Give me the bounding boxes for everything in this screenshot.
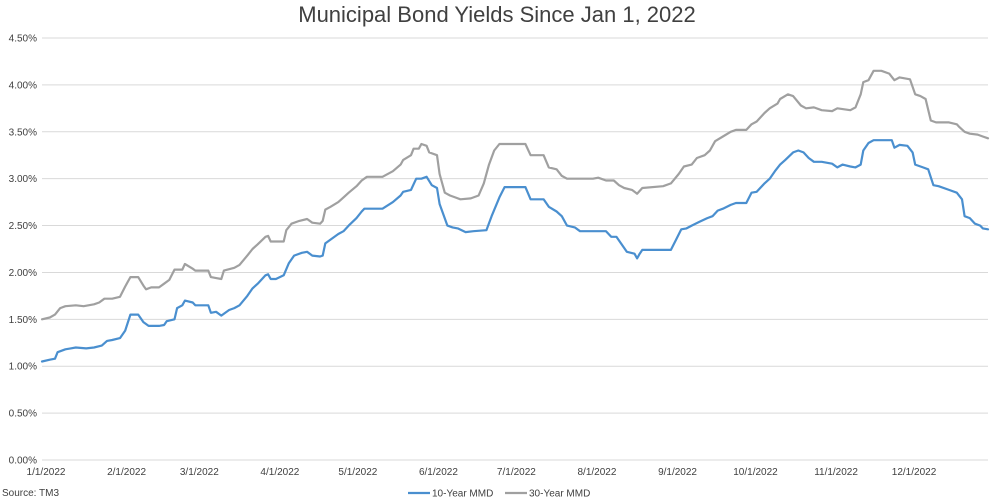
x-tick-label: 5/1/2022 bbox=[338, 467, 377, 478]
chart-title: Municipal Bond Yields Since Jan 1, 2022 bbox=[298, 2, 695, 27]
legend-label: 10-Year MMD bbox=[432, 489, 493, 500]
series-line-30-year-mmd bbox=[40, 69, 990, 321]
y-tick-label: 2.50% bbox=[9, 221, 37, 232]
y-tick-label: 1.50% bbox=[9, 315, 37, 326]
y-tick-label: 4.00% bbox=[9, 80, 37, 91]
y-axis-ticks: 0.00% 0.50% 1.00% 1.50% 2.00% 2.50% 3.00% 3.50%… bbox=[9, 34, 37, 467]
series-line-10-year-mmd bbox=[40, 139, 990, 363]
x-tick-label: 1/1/2022 bbox=[27, 467, 66, 478]
legend: 10-Year MMD 30-Year MMD bbox=[408, 489, 590, 500]
x-tick-label: 4/1/2022 bbox=[260, 467, 299, 478]
y-tick-label: 0.00% bbox=[9, 456, 37, 467]
legend-label: 30-Year MMD bbox=[529, 489, 590, 500]
source-note: Source: TM3 bbox=[2, 488, 59, 499]
x-tick-label: 11/1/2022 bbox=[814, 467, 858, 478]
x-tick-label: 10/1/2022 bbox=[733, 467, 778, 478]
x-tick-label: 7/1/2022 bbox=[497, 467, 536, 478]
y-tick-label: 4.50% bbox=[9, 34, 37, 45]
y-tick-label: 1.00% bbox=[9, 362, 37, 373]
y-tick-label: 2.00% bbox=[9, 268, 37, 279]
x-tick-label: 12/1/2022 bbox=[892, 467, 937, 478]
series-lines bbox=[40, 69, 990, 363]
x-tick-label: 6/1/2022 bbox=[419, 467, 458, 478]
y-tick-label: 3.50% bbox=[9, 127, 37, 138]
x-tick-label: 2/1/2022 bbox=[107, 467, 146, 478]
x-tick-label: 3/1/2022 bbox=[180, 467, 219, 478]
y-tick-label: 0.50% bbox=[9, 409, 37, 420]
x-tick-label: 9/1/2022 bbox=[658, 467, 697, 478]
gridlines bbox=[42, 37, 988, 461]
y-tick-label: 3.00% bbox=[9, 174, 37, 185]
x-tick-label: 8/1/2022 bbox=[577, 467, 616, 478]
x-axis-ticks: 1/1/2022 2/1/2022 3/1/2022 4/1/2022 5/1/2022… bbox=[27, 467, 937, 478]
